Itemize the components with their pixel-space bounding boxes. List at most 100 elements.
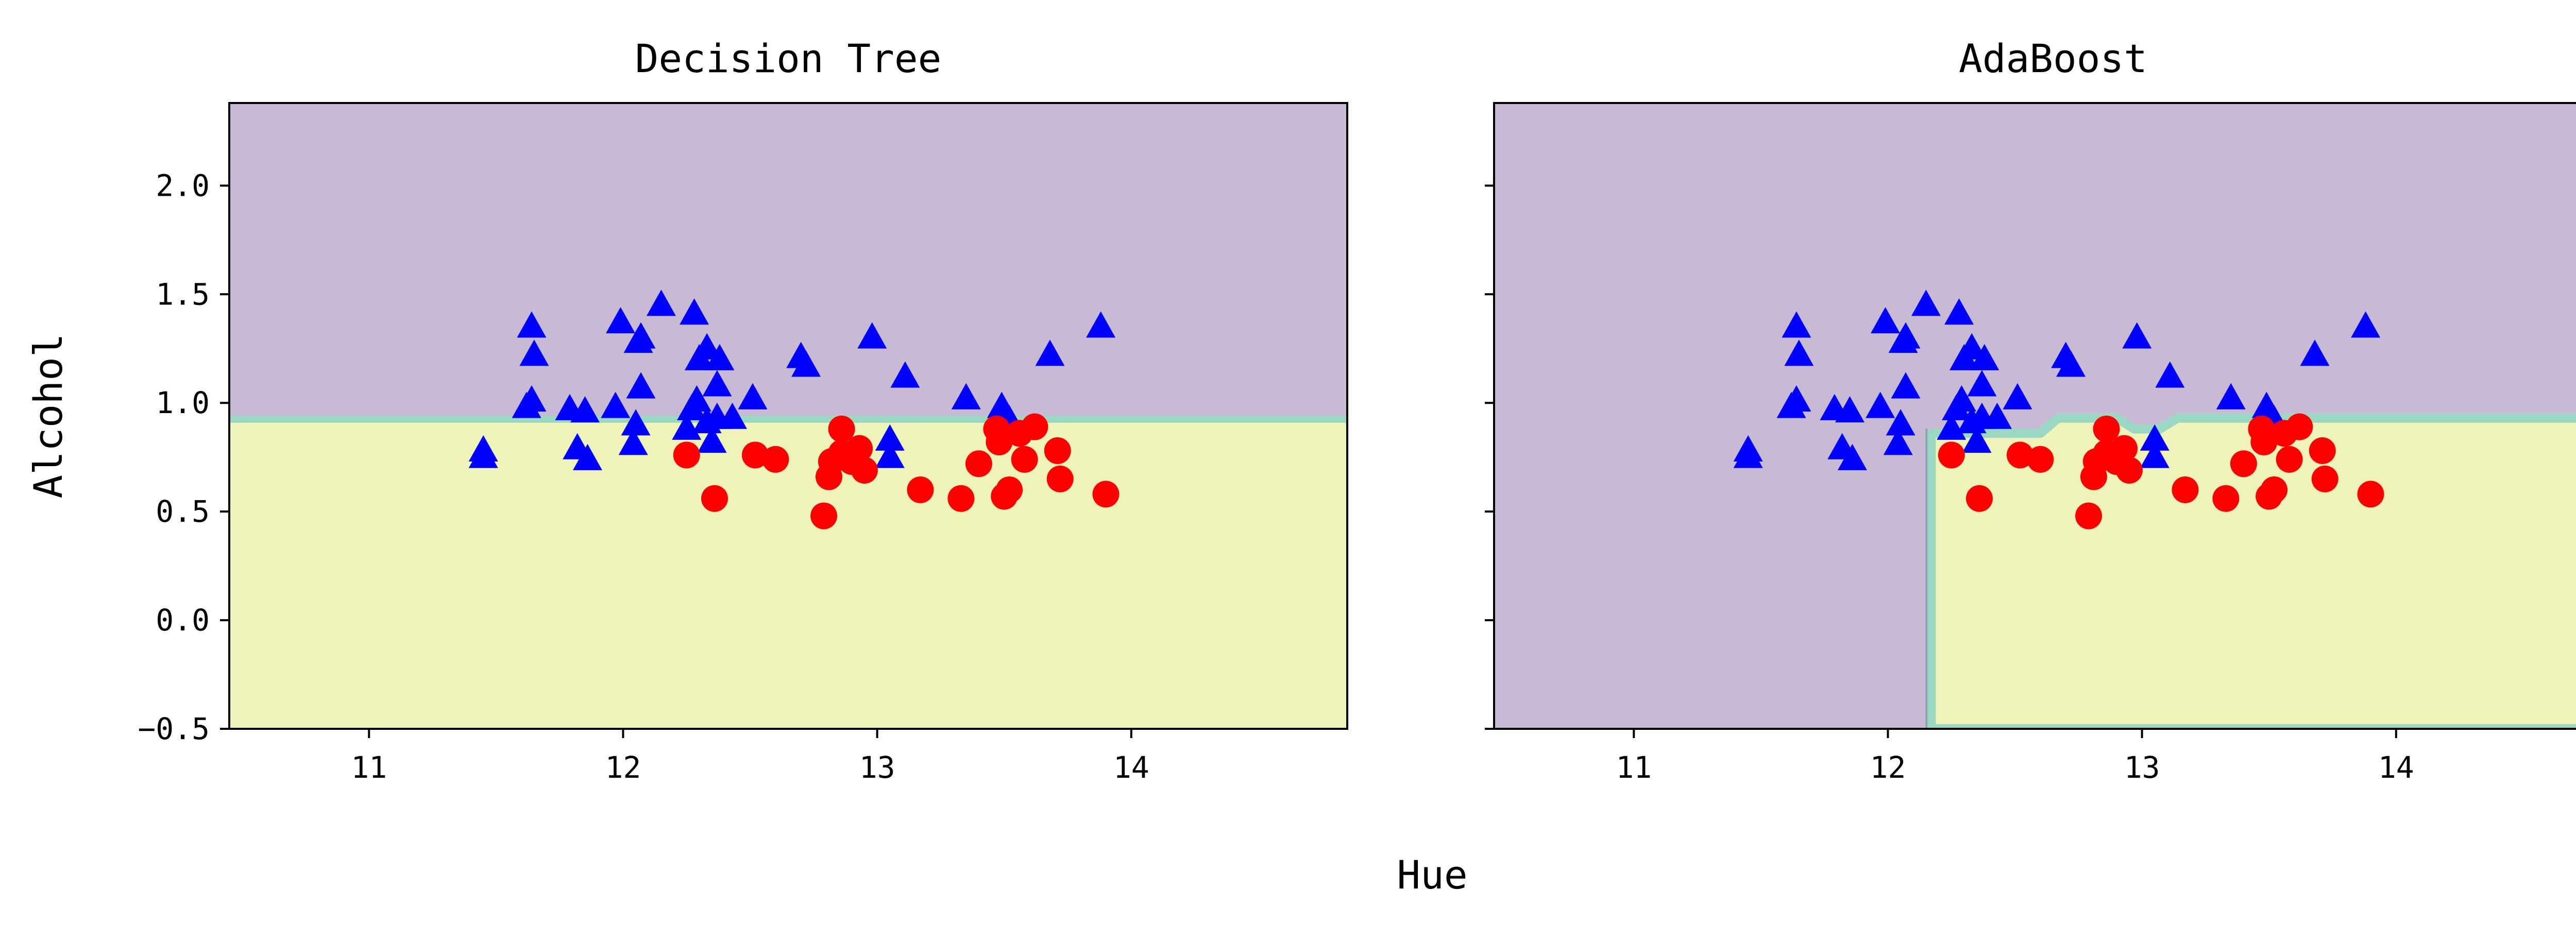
x-tick-label: 12 — [605, 750, 641, 785]
triangle-marker — [857, 322, 887, 349]
circle-marker — [701, 485, 728, 512]
triangle-marker — [1086, 311, 1116, 338]
triangle-marker — [705, 344, 735, 370]
y-axis-label: Alcohol — [25, 333, 71, 498]
circle-marker — [2172, 476, 2199, 503]
x-tick-label: 14 — [2378, 750, 2414, 785]
triangle-marker — [1962, 426, 1992, 453]
circle-marker — [673, 441, 700, 469]
y-tick-label: 1.0 — [156, 385, 210, 420]
panel-adaboost: 11 12 13 14 AdaBoost — [1485, 36, 2576, 785]
triangle-marker — [2300, 339, 2330, 366]
triangle-marker — [1891, 372, 1921, 399]
circle-marker — [2309, 437, 2336, 464]
triangle-marker — [2140, 424, 2170, 451]
circle-marker — [947, 485, 975, 512]
circle-marker — [2261, 476, 2288, 503]
triangle-marker — [1886, 409, 1916, 436]
circle-marker — [846, 435, 873, 462]
decision-regions — [229, 103, 1347, 729]
triangle-marker — [517, 311, 547, 338]
chart-title: Decision Tree — [635, 36, 942, 81]
triangle-marker — [626, 372, 656, 399]
circle-marker — [2250, 429, 2278, 456]
triangle-marker — [2122, 322, 2152, 349]
triangle-marker — [692, 333, 722, 360]
triangle-marker — [1782, 385, 1811, 412]
triangle-marker — [517, 385, 547, 412]
triangle-marker — [1944, 298, 1974, 325]
circle-marker — [996, 476, 1023, 503]
circle-marker — [2286, 413, 2313, 440]
circle-marker — [741, 441, 769, 469]
triangle-marker — [672, 413, 702, 440]
triangle-marker — [618, 429, 648, 455]
decision-regions — [1494, 103, 2576, 729]
circle-marker — [1011, 446, 1038, 473]
shared-x-axis-label: Hue — [1397, 852, 1467, 898]
triangle-marker — [1871, 307, 1900, 334]
circle-marker — [2357, 481, 2384, 508]
circle-marker — [965, 450, 992, 477]
triangle-marker — [621, 409, 651, 436]
triangle-marker — [697, 426, 727, 453]
triangle-marker — [718, 402, 747, 429]
circle-marker — [2230, 450, 2257, 477]
triangle-marker — [1782, 311, 1811, 338]
circle-marker — [2006, 441, 2033, 469]
circle-marker — [1092, 481, 1120, 508]
x-tick-label: 11 — [1616, 750, 1652, 785]
triangle-marker — [1946, 385, 1976, 412]
circle-marker — [986, 429, 1013, 456]
circle-marker — [2115, 456, 2143, 484]
panel-decision-tree: 11 12 13 14 −0.5 0.0 0.5 1.0 1.5 2.0 Decision Tree… — [25, 36, 1348, 785]
triangle-marker — [519, 339, 549, 366]
circle-marker — [2027, 446, 2054, 473]
circle-marker — [2111, 435, 2138, 462]
triangle-marker — [1911, 289, 1941, 316]
triangle-marker — [791, 350, 821, 377]
triangle-marker — [1784, 339, 1814, 366]
triangle-marker — [890, 361, 920, 388]
circle-marker — [851, 456, 878, 484]
triangle-marker — [1937, 413, 1967, 440]
triangle-marker — [2216, 383, 2246, 409]
triangle-marker — [570, 396, 600, 423]
x-tick-label: 13 — [2124, 750, 2160, 785]
circle-marker — [2212, 485, 2240, 512]
data-markers — [1733, 289, 2384, 529]
y-tick-label: −0.5 — [138, 711, 210, 746]
plot-frame — [228, 102, 1348, 730]
triangle-marker — [875, 424, 905, 451]
triangle-marker — [646, 289, 676, 316]
triangle-marker — [951, 383, 981, 409]
triangle-marker — [682, 385, 711, 412]
x-tick-label: 13 — [859, 750, 895, 785]
circle-marker — [762, 446, 789, 473]
triangle-marker — [601, 391, 631, 418]
triangle-marker — [1883, 429, 1913, 455]
triangle-marker — [1866, 391, 1895, 418]
triangle-marker — [1967, 370, 1997, 397]
triangle-marker — [1035, 339, 1065, 366]
triangle-marker — [1982, 402, 2012, 429]
circle-marker — [2075, 502, 2103, 529]
circle-marker — [2093, 415, 2120, 442]
triangle-marker — [606, 307, 635, 334]
triangle-marker — [2056, 350, 2086, 377]
triangle-marker — [1970, 344, 1999, 370]
triangle-marker — [875, 441, 905, 468]
triangle-marker — [702, 370, 732, 397]
triangle-marker — [1891, 322, 1921, 349]
triangle-marker — [626, 322, 656, 349]
triangle-marker — [572, 443, 602, 470]
y-tick-label: 0.5 — [156, 494, 210, 529]
circle-marker — [1965, 485, 1993, 512]
circle-marker — [2276, 446, 2303, 473]
data-markers — [468, 289, 1120, 529]
triangle-marker — [680, 298, 709, 325]
triangle-marker — [2140, 441, 2170, 468]
x-tick-label: 14 — [1113, 750, 1149, 785]
triangle-marker — [468, 441, 498, 468]
